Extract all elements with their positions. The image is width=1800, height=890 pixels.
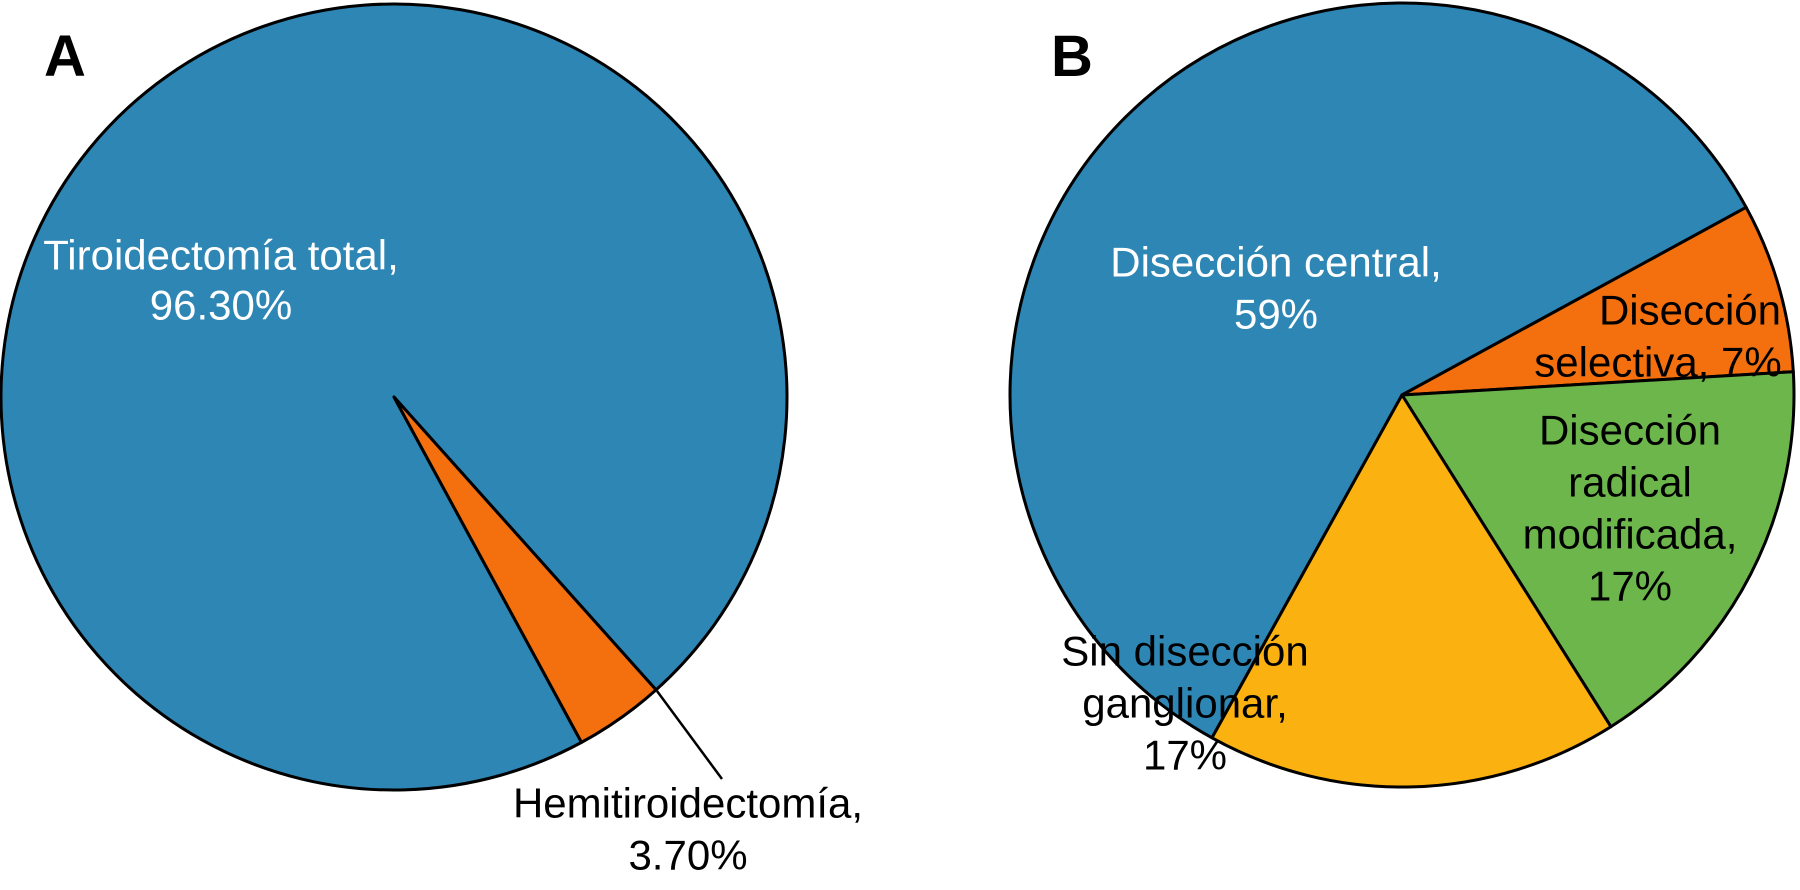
pie-label-line: Sin disección xyxy=(1061,628,1308,675)
pie-label-diseccion-central: Disección central, 59% xyxy=(1110,239,1441,338)
pie-chart-a: Tiroidectomía total,96.30% Hemitiroidecto… xyxy=(0,2,863,879)
pie-label-line: Tiroidectomía total, xyxy=(43,232,399,279)
leader-line-hemitiroidectomia xyxy=(655,690,724,780)
pie-label-line: 59% xyxy=(1234,291,1318,338)
pie-label-line: radical xyxy=(1568,459,1692,506)
pie-slice-diseccion-central xyxy=(1008,1,1748,740)
pie-label-line: 17% xyxy=(1588,563,1672,610)
pie-slice-diseccion-selectiva xyxy=(1400,205,1795,397)
panel-label-a: A xyxy=(44,24,86,89)
pie-label-hemitiroidectomia: Hemitiroidectomía, 3.70% xyxy=(513,780,863,879)
pie-label-sin-diseccion-ganglionar: Sin disección ganglionar, 17% xyxy=(1061,628,1308,779)
pie-label-line: Disección xyxy=(1539,407,1721,454)
pie-chart-b: Disección central, 59% Disección selectiva,… xyxy=(1008,1,1796,789)
pie-label-line: 3.70% xyxy=(628,832,747,879)
pie-label-line: ganglionar, xyxy=(1082,680,1288,727)
pie-label-line: Disección central, xyxy=(1110,239,1441,286)
pie-slice-diseccion-radical-modificada xyxy=(1400,370,1796,729)
pie-label-diseccion-radical-modificada: Disección radical modificada, 17% xyxy=(1523,407,1738,610)
pie-slice-hemitiroidectomia xyxy=(392,395,658,744)
pie-label-line: 17% xyxy=(1143,732,1227,779)
pie-label-line: modificada, xyxy=(1523,511,1738,558)
pie-label-line: Disección xyxy=(1599,287,1781,334)
pie-label-line: selectiva, 7% xyxy=(1534,339,1781,386)
pie-label-line: 96.30% xyxy=(150,282,292,329)
pie-label-tiroidectomia-total: Tiroidectomía total,96.30% xyxy=(43,232,399,329)
pie-label-line: Hemitiroidectomía, xyxy=(513,780,863,827)
pie-slice-sin-diseccion-ganglionar xyxy=(1210,393,1613,789)
panel-label-b: B xyxy=(1051,24,1093,89)
pie-label-diseccion-selectiva: Disección selectiva, 7% xyxy=(1534,287,1781,386)
